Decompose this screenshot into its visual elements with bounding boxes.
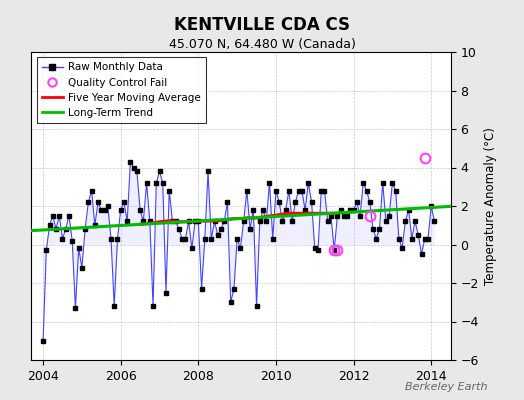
Text: 45.070 N, 64.480 W (Canada): 45.070 N, 64.480 W (Canada): [169, 38, 355, 51]
Text: KENTVILLE CDA CS: KENTVILLE CDA CS: [174, 16, 350, 34]
Y-axis label: Temperature Anomaly (°C): Temperature Anomaly (°C): [484, 127, 497, 285]
Legend: Raw Monthly Data, Quality Control Fail, Five Year Moving Average, Long-Term Tren: Raw Monthly Data, Quality Control Fail, …: [37, 57, 206, 123]
Text: Berkeley Earth: Berkeley Earth: [405, 382, 487, 392]
